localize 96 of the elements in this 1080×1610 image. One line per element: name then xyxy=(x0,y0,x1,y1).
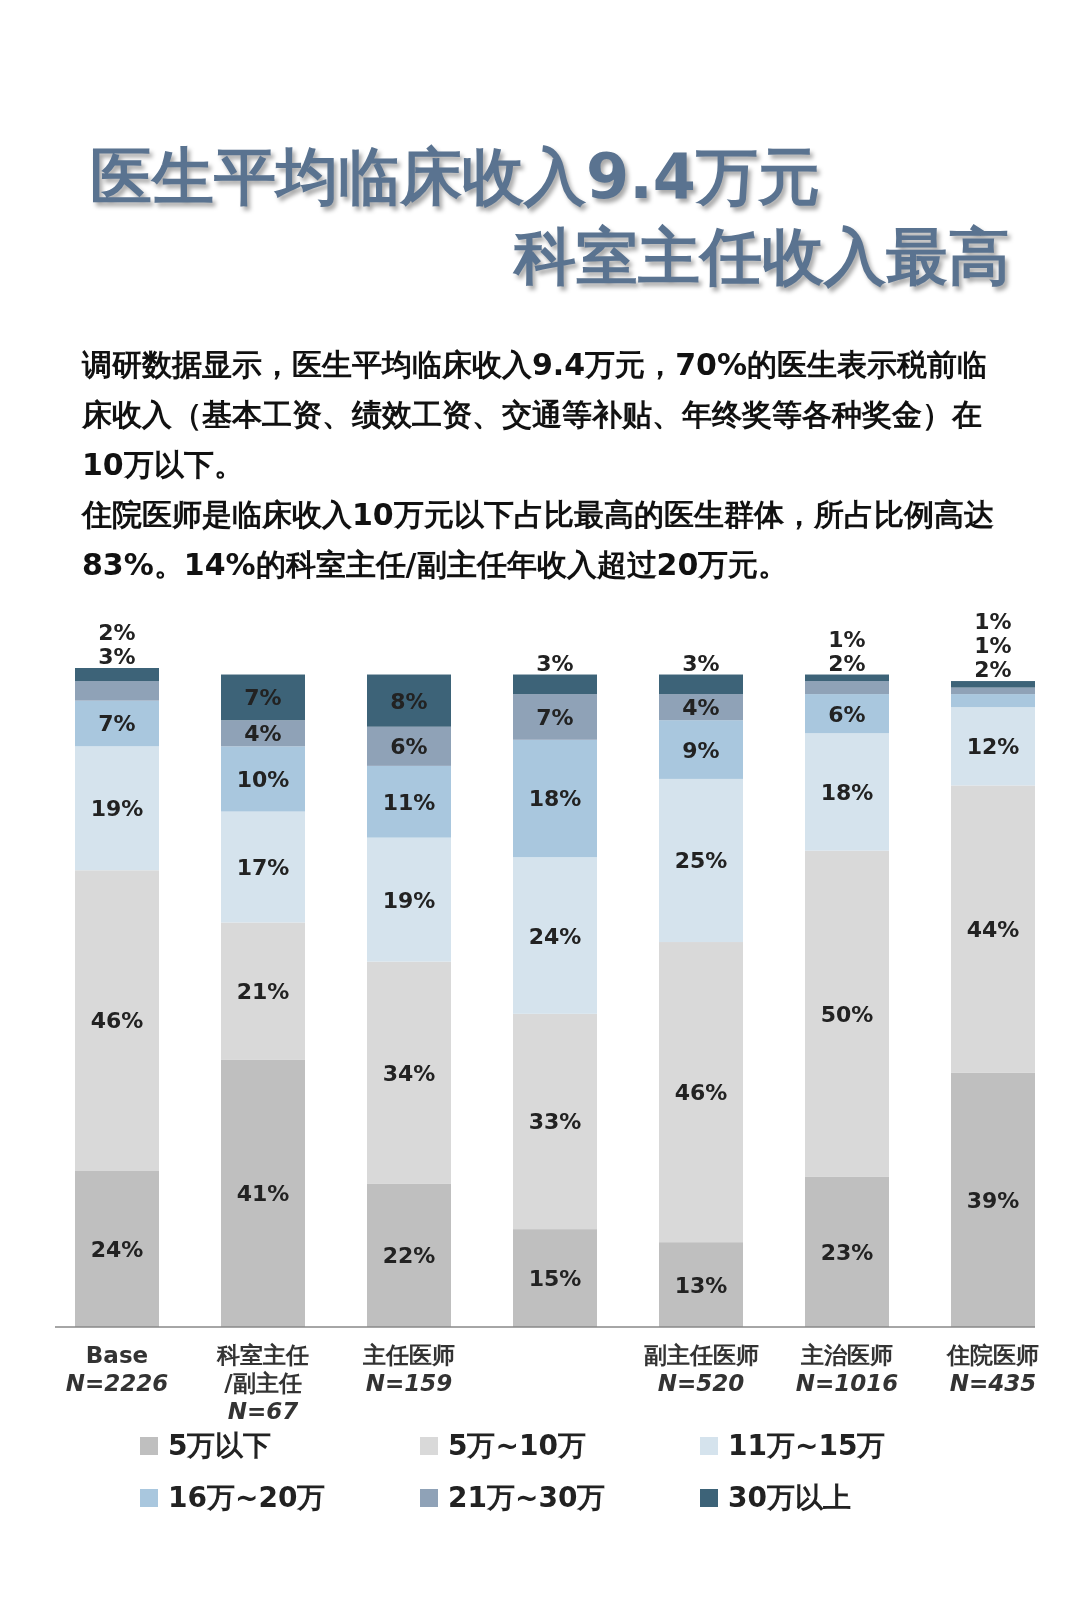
data-label: 39% xyxy=(966,1187,1020,1213)
data-label: 4% xyxy=(244,721,282,747)
data-label: 2% xyxy=(98,620,136,645)
x-tick-label: 住院医师 N=435 xyxy=(946,1342,1039,1396)
bar xyxy=(659,674,743,695)
text: 住院医师是临床收入10万元以下占比最高的医生群体，所占比例高达83%。14%的科室主任/副主任年收入超过20万元。 xyxy=(82,496,995,584)
bar xyxy=(659,942,743,1243)
bar xyxy=(75,681,159,701)
bar xyxy=(951,694,1035,708)
x-tick-label: 主任医师 N=159 xyxy=(362,1342,455,1396)
bar xyxy=(75,746,159,871)
data-label: 2% xyxy=(974,657,1012,683)
bar xyxy=(659,778,743,943)
x-tick-label: 科室主任 /副主任 N=67 xyxy=(216,1342,309,1424)
data-label: 17% xyxy=(236,855,290,880)
bar xyxy=(221,811,305,923)
data-label: 1% xyxy=(828,626,866,652)
bar xyxy=(805,850,889,1177)
data-label: 24% xyxy=(90,1236,144,1262)
legend-label: 5万以下 xyxy=(168,1429,272,1462)
bar xyxy=(221,1059,305,1328)
bar xyxy=(951,681,1035,688)
bar xyxy=(367,765,451,838)
data-label: 3% xyxy=(98,644,136,669)
legend-label: 21万~30万 xyxy=(448,1481,606,1514)
bar xyxy=(513,739,597,858)
bar xyxy=(951,785,1035,1073)
bar xyxy=(221,674,305,721)
data-label: 3% xyxy=(536,650,574,676)
bar xyxy=(75,668,159,682)
bar xyxy=(805,1176,889,1327)
data-label: 50% xyxy=(820,1001,874,1027)
bar xyxy=(75,870,159,1171)
bar xyxy=(513,1229,597,1327)
data-label: 7% xyxy=(244,685,282,711)
data-label: 7% xyxy=(536,704,574,730)
bar xyxy=(221,922,305,1060)
data-label: 15% xyxy=(528,1266,582,1292)
data-label: 18% xyxy=(820,779,874,805)
bar xyxy=(367,1183,451,1328)
data-label: 1% xyxy=(974,633,1012,659)
bar xyxy=(805,674,889,682)
x-tick-label: 主治医师 N=1016 xyxy=(795,1342,899,1396)
bar xyxy=(513,857,597,1014)
legend-label: 5万~10万 xyxy=(448,1429,586,1462)
bar xyxy=(367,961,451,1184)
bar xyxy=(367,674,451,727)
data-label: 8% xyxy=(390,688,428,714)
bar xyxy=(951,687,1035,695)
data-label: 7% xyxy=(98,711,136,737)
bar xyxy=(221,746,305,812)
text: 调研数据显示，医生平均临床收入9.4万元，70%的医生表示税前临床收入（基本工资、绩效工资、交通等补贴、年终奖等各种奖金）在10万以下。 xyxy=(82,346,988,484)
data-label: 4% xyxy=(682,695,720,721)
data-label: 34% xyxy=(382,1060,436,1086)
chart-subtitle: 科室主任收入最高 xyxy=(514,219,1010,295)
data-label: 1% xyxy=(974,609,1012,635)
x-tick-label: 副主任医师 N=520 xyxy=(643,1342,759,1396)
data-label: 46% xyxy=(674,1080,728,1106)
data-label: 44% xyxy=(966,916,1020,942)
bar xyxy=(75,700,159,747)
data-label: 25% xyxy=(674,848,728,874)
data-label: 21% xyxy=(236,978,290,1004)
legend-label: 16万~20万 xyxy=(168,1481,326,1514)
data-label: 18% xyxy=(528,786,582,812)
data-label: 3% xyxy=(682,650,720,676)
chart-title: 医生平均临床收入9.4万元 xyxy=(90,139,820,215)
bar xyxy=(805,733,889,851)
legend-label: 30万以上 xyxy=(728,1481,851,1514)
bar xyxy=(659,1242,743,1327)
data-label: 9% xyxy=(682,737,720,763)
bar xyxy=(951,1072,1035,1327)
data-label: 22% xyxy=(382,1243,436,1269)
data-label: 41% xyxy=(236,1181,290,1207)
data-label: 19% xyxy=(382,887,436,913)
bar xyxy=(513,1013,597,1230)
legend-label: 11万~15万 xyxy=(728,1429,886,1462)
x-tick-label: Base N=2226 xyxy=(65,1342,169,1396)
bar xyxy=(367,837,451,962)
data-label: 33% xyxy=(528,1109,582,1135)
data-label: 13% xyxy=(674,1272,728,1298)
bar xyxy=(513,674,597,695)
data-label: 46% xyxy=(90,1008,144,1034)
bar xyxy=(951,707,1035,786)
bar xyxy=(75,1170,159,1327)
data-label: 2% xyxy=(828,650,866,676)
data-label: 24% xyxy=(528,923,582,949)
data-label: 6% xyxy=(390,734,428,760)
bar xyxy=(805,681,889,695)
data-label: 6% xyxy=(828,701,866,727)
bar xyxy=(659,720,743,779)
data-label: 11% xyxy=(382,789,436,815)
data-label: 12% xyxy=(966,734,1020,760)
bar xyxy=(513,694,597,740)
data-label: 10% xyxy=(236,766,290,792)
data-label: 19% xyxy=(90,796,144,822)
data-label: 23% xyxy=(820,1239,874,1265)
